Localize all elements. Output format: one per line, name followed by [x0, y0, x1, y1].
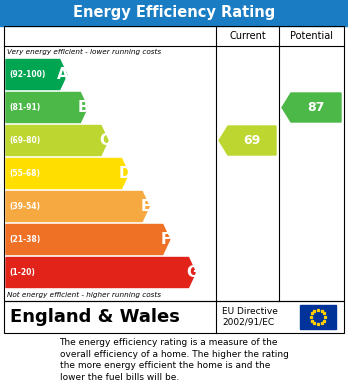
Text: C: C — [99, 133, 110, 148]
Text: (55-68): (55-68) — [9, 169, 40, 178]
Bar — [4, 26, 344, 301]
Text: 69: 69 — [243, 134, 261, 147]
Text: (1-20): (1-20) — [9, 268, 35, 277]
Polygon shape — [6, 192, 149, 221]
Text: D: D — [119, 166, 132, 181]
Polygon shape — [219, 126, 276, 155]
Polygon shape — [6, 93, 87, 122]
Polygon shape — [6, 224, 170, 255]
Text: 2002/91/EC: 2002/91/EC — [222, 317, 274, 326]
Text: The energy efficiency rating is a measure of the
overall efficiency of a home. T: The energy efficiency rating is a measur… — [60, 338, 288, 382]
Bar — [0, 0, 348, 26]
Text: Potential: Potential — [290, 31, 333, 41]
Polygon shape — [282, 93, 341, 122]
Text: E: E — [141, 199, 151, 214]
Text: F: F — [161, 232, 172, 247]
Polygon shape — [6, 158, 128, 188]
Text: G: G — [186, 265, 198, 280]
Text: (69-80): (69-80) — [9, 136, 40, 145]
Text: A: A — [57, 67, 69, 82]
Text: Not energy efficient - higher running costs: Not energy efficient - higher running co… — [7, 292, 161, 298]
Text: Energy Efficiency Rating: Energy Efficiency Rating — [73, 5, 275, 20]
Text: (92-100): (92-100) — [9, 70, 45, 79]
Text: (39-54): (39-54) — [9, 202, 40, 211]
Text: B: B — [78, 100, 90, 115]
Text: EU Directive: EU Directive — [222, 307, 278, 316]
Polygon shape — [6, 258, 196, 287]
Polygon shape — [6, 126, 108, 156]
Text: (81-91): (81-91) — [9, 103, 40, 112]
Bar — [4, 301, 344, 333]
Polygon shape — [6, 59, 67, 90]
Text: Current: Current — [229, 31, 266, 41]
Text: Very energy efficient - lower running costs: Very energy efficient - lower running co… — [7, 49, 161, 55]
Text: England & Wales: England & Wales — [10, 308, 180, 326]
Text: (21-38): (21-38) — [9, 235, 40, 244]
Text: 87: 87 — [307, 101, 325, 114]
Bar — [300, 305, 336, 329]
